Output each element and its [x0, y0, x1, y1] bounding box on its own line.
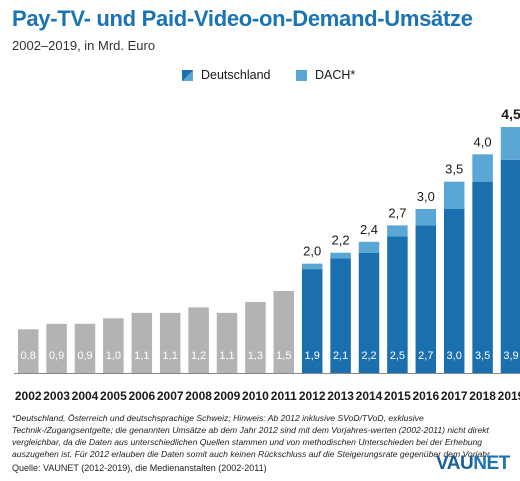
- bar-base-2019: [500, 159, 520, 373]
- bar-dach-2019: [500, 127, 520, 160]
- page-subtitle: 2002–2019, in Mrd. Euro: [12, 38, 156, 53]
- x-tick-label-2005: 2005: [100, 389, 127, 403]
- x-tick-label-2015: 2015: [384, 389, 411, 403]
- legend: Deutschland DACH*: [0, 68, 520, 86]
- logo-text-b: NET: [473, 453, 510, 474]
- x-tick-label-2006: 2006: [128, 389, 155, 403]
- inner-label-2004: 0,9: [77, 350, 92, 362]
- x-tick-label-2011: 2011: [271, 389, 297, 403]
- inner-label-2007: 1,1: [163, 350, 178, 362]
- total-label-2019: 4,5: [501, 106, 520, 122]
- inner-label-2010: 1,3: [248, 350, 263, 362]
- bar-dach-2012: [301, 263, 323, 270]
- x-tick-label-2009: 2009: [214, 389, 241, 403]
- bar-base-2003: [46, 323, 67, 373]
- inner-label-2016: 2,7: [418, 350, 433, 362]
- legend-label-dach: DACH*: [315, 68, 356, 82]
- total-label-2014: 2,4: [360, 222, 378, 237]
- inner-label-2013: 2,1: [333, 350, 348, 362]
- bar-base-2015: [387, 236, 408, 373]
- x-tick-label-2012: 2012: [299, 389, 326, 403]
- total-label-2017: 3,5: [445, 162, 463, 177]
- x-tick-label-2016: 2016: [412, 389, 439, 403]
- bar-dach-2016: [415, 209, 437, 226]
- bar-base-2018: [472, 181, 493, 373]
- x-tick-label-2004: 2004: [72, 389, 99, 403]
- total-label-2013: 2,2: [332, 233, 350, 248]
- inner-label-2015: 2,5: [390, 350, 405, 362]
- bar-base-2009: [216, 312, 238, 373]
- legend-item-dach: DACH*: [296, 68, 355, 82]
- x-tick-label-2007: 2007: [157, 389, 184, 403]
- bar-base-2010: [245, 301, 266, 373]
- legend-item-deutschland: Deutschland: [182, 68, 271, 82]
- total-label-2018: 4,0: [474, 134, 492, 149]
- x-tick-label-2003: 2003: [43, 389, 70, 403]
- bar-base-2004: [74, 323, 96, 373]
- footnote: *Deutschland, Österreich und deutschspra…: [12, 413, 492, 459]
- inner-label-2019: 3,9: [503, 350, 518, 362]
- x-tick-label-2002: 2002: [15, 389, 42, 403]
- inner-label-2014: 2,2: [361, 350, 376, 362]
- source-line: Quelle: VAUNET (2012-2019), die Medienan…: [12, 463, 267, 473]
- inner-label-2002: 0,8: [21, 350, 36, 362]
- inner-label-2012: 1,9: [305, 350, 320, 362]
- bar-base-2016: [415, 225, 437, 373]
- inner-label-2006: 1,1: [134, 350, 149, 362]
- total-label-2012: 2,0: [303, 244, 321, 259]
- bar-base-2011: [273, 291, 295, 373]
- x-tick-label-2010: 2010: [242, 389, 269, 403]
- inner-label-2017: 3,0: [447, 350, 462, 362]
- legend-label-deutschland: Deutschland: [201, 68, 271, 82]
- bar-base-2007: [159, 312, 181, 373]
- bar-dach-2015: [387, 225, 408, 237]
- bar-dach-2018: [472, 154, 493, 182]
- x-tick-label-2019: 2019: [498, 389, 520, 403]
- inner-label-2011: 1,5: [276, 350, 291, 362]
- bar-dach-2014: [358, 241, 380, 253]
- gradient-square-icon: [182, 69, 193, 81]
- logo-text-a: VAU: [436, 453, 474, 474]
- inner-label-2003: 0,9: [49, 350, 64, 362]
- bar-dach-2017: [443, 181, 465, 209]
- bar-base-2014: [358, 252, 380, 373]
- total-label-2016: 3,0: [417, 189, 435, 204]
- bar-base-2002: [17, 329, 39, 373]
- bar-base-2008: [188, 307, 209, 373]
- bar-base-2012: [301, 269, 323, 373]
- bar-dach-2013: [330, 252, 351, 259]
- square-icon: [296, 69, 307, 81]
- bar-base-2006: [131, 312, 153, 373]
- x-tick-label-2008: 2008: [185, 389, 212, 403]
- inner-label-2008: 1,2: [191, 350, 206, 362]
- x-tick-label-2014: 2014: [356, 389, 383, 403]
- vaunet-logo: VAUNET: [436, 453, 510, 475]
- x-tick-label-2013: 2013: [327, 389, 354, 403]
- inner-label-2005: 1,0: [106, 350, 121, 362]
- bar-base-2005: [103, 318, 124, 373]
- total-label-2015: 2,7: [388, 205, 406, 220]
- inner-label-2018: 3,5: [475, 350, 490, 362]
- bar-base-2017: [443, 209, 465, 373]
- bar-base-2013: [330, 258, 351, 373]
- bar-chart: 0,8 2002 0,9 2003 0,9 2004 1,0 2005 1,1 2006 1,1 20…: [14, 106, 520, 403]
- x-tick-label-2018: 2018: [469, 389, 496, 403]
- inner-label-2009: 1,1: [219, 350, 234, 362]
- x-tick-label-2017: 2017: [441, 389, 468, 403]
- page-title: Pay-TV- und Paid-Video-on-Demand-Umsätze: [12, 6, 473, 31]
